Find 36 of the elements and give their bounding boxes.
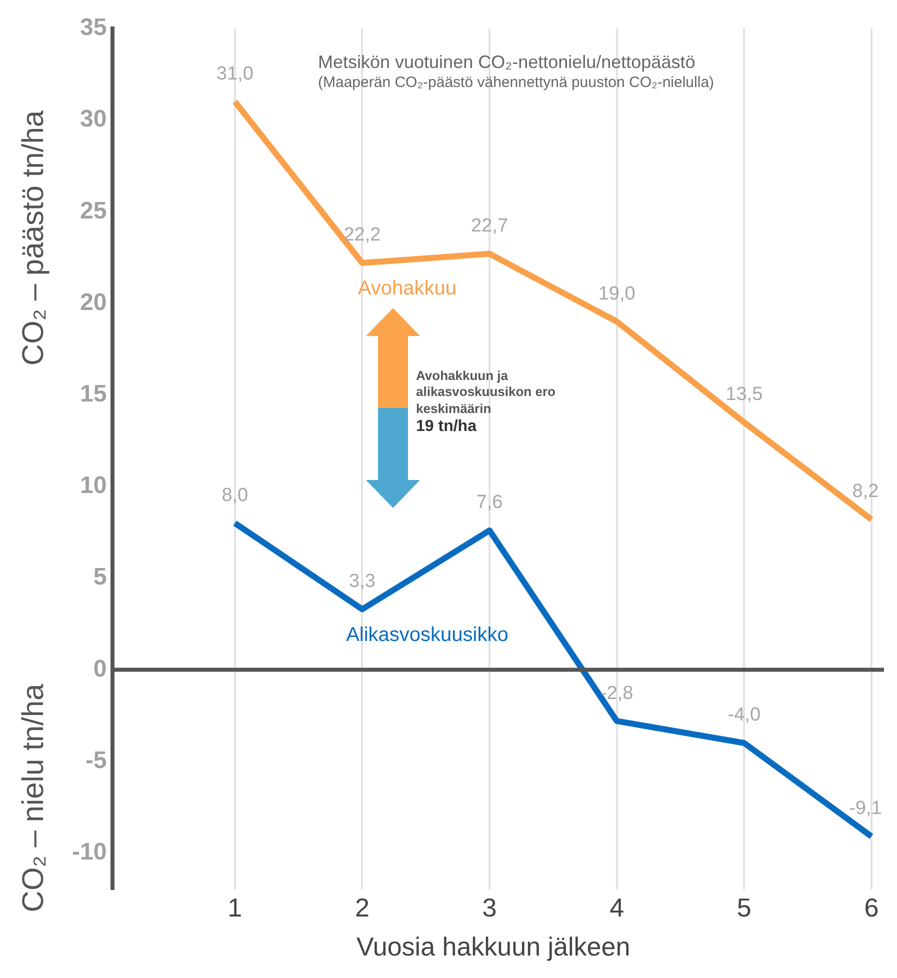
y-tick-label: 30 [80, 106, 107, 133]
y-axis-title: CO₂ – päästö tn/ha [17, 110, 51, 366]
x-tick-label: 6 [864, 892, 879, 922]
x-tick-label: 3 [482, 892, 497, 922]
y-tick-label: 35 [80, 14, 107, 42]
y-tick-label: -10 [72, 838, 107, 866]
data-label: 8,0 [222, 484, 248, 506]
data-label: 8,2 [852, 481, 879, 502]
x-tick-label: 4 [610, 892, 624, 922]
text: CO₂ – nielu tn/ha [17, 684, 51, 912]
y-tick-label: 25 [80, 197, 107, 224]
y-tick-label: 20 [80, 288, 107, 316]
series-label: Alikasvoskuusikko [346, 624, 508, 646]
series-label: Avohakkuu [358, 277, 457, 300]
x-tick-label: 2 [354, 892, 370, 922]
annotation: Avohakkuun ja alikasvoskuusikon ero keskimäärin 19 tn/ha [416, 368, 556, 437]
y-tick-label: 0 [93, 655, 107, 682]
data-label: 13,5 [726, 384, 763, 406]
data-label: 31,0 [216, 63, 254, 84]
data-label: -9,1 [849, 798, 882, 820]
text: (Maaperän CO₂-päästö vähennettynä puuston CO₂-nielulla) [318, 74, 714, 92]
data-label: -4,0 [728, 704, 761, 726]
y-tick-label: -5 [85, 746, 107, 774]
text: Metsikön vuotuinen CO₂-nettonielu/nettopäästö [318, 52, 696, 74]
y-tick-label: 10 [80, 472, 107, 500]
data-label: 7,6 [476, 492, 503, 514]
x-tick-label: 5 [736, 892, 752, 922]
x-tick-label: 1 [228, 892, 242, 922]
x-axis-title: Vuosia hakkuun jälkeen [356, 932, 630, 962]
data-label: 3,3 [349, 570, 376, 592]
y-tick-label: 15 [80, 380, 107, 408]
data-label: -2,8 [600, 682, 634, 704]
data-label: 22,2 [344, 224, 381, 246]
data-label: 22,7 [471, 216, 508, 237]
data-label: 19,0 [598, 283, 636, 304]
y-tick-label: 5 [93, 564, 107, 591]
